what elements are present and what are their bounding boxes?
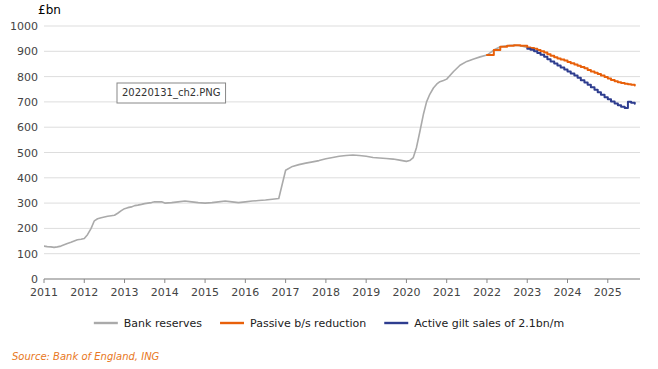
x-tick (607, 279, 608, 283)
y-tick-label: 800 (17, 71, 38, 84)
annotation-box (117, 83, 226, 103)
y-tick-label: 100 (17, 248, 38, 261)
legend-label: Passive b/s reduction (250, 317, 366, 330)
x-tick-label: 2011 (30, 286, 58, 299)
y-tick-label: 300 (17, 197, 38, 210)
y-tick-label: 0 (31, 273, 38, 286)
legend-swatch (94, 322, 118, 324)
chart: 0 100 200 300 400 500 600 700 800 900 1000 2011 2012… (0, 0, 658, 369)
y-tick-label: 600 (17, 121, 38, 134)
legend-item: Passive b/s reduction (220, 317, 366, 330)
series-line (527, 49, 635, 108)
grid-line (44, 279, 640, 280)
y-tick-label: 500 (17, 147, 38, 160)
y-grid (44, 26, 640, 279)
grid-line (44, 26, 640, 27)
legend-label: Active gilt sales of 2.1bn/m (414, 317, 564, 330)
y-tick-label: 400 (17, 172, 38, 185)
grid-line (44, 228, 640, 229)
x-tick (205, 279, 206, 283)
x-tick (567, 279, 568, 283)
series-line (44, 45, 527, 247)
legend-item: Active gilt sales of 2.1bn/m (384, 317, 564, 330)
y-tick-label: 1000 (10, 20, 38, 33)
x-tick (245, 279, 246, 283)
legend-item: Bank reserves (94, 317, 202, 330)
grid-line (44, 76, 640, 77)
grid-line (44, 152, 640, 153)
x-tick-label: 2021 (433, 286, 461, 299)
x-tick (285, 279, 286, 283)
x-axis-line (44, 279, 640, 280)
grid-line (44, 51, 640, 52)
x-tick-label: 2012 (70, 286, 98, 299)
x-tick (446, 279, 447, 283)
grid-line (44, 203, 640, 204)
x-tick-label: 2025 (594, 286, 622, 299)
x-tick (124, 279, 125, 283)
y-tick-label: 900 (17, 45, 38, 58)
x-tick-label: 2019 (352, 286, 380, 299)
legend-swatch (384, 322, 408, 324)
legend-label: Bank reserves (124, 317, 202, 330)
y-axis-label: £bn (38, 3, 61, 17)
x-tick (486, 279, 487, 283)
y-tick-label: 700 (17, 96, 38, 109)
x-tick-label: 2020 (392, 286, 420, 299)
x-tick (325, 279, 326, 283)
x-tick-label: 2013 (111, 286, 139, 299)
x-tick (406, 279, 407, 283)
legend-swatch (220, 322, 244, 324)
x-tick (164, 279, 165, 283)
x-tick-label: 2014 (151, 286, 179, 299)
legend: Bank reserves Passive b/s reduction Active… (94, 317, 564, 330)
x-tick (44, 279, 45, 283)
annotation: 20220131_ch2.PNG (122, 87, 221, 99)
x-tick-label: 2018 (312, 286, 340, 299)
watermark: 20220131_ch2.PNG (117, 83, 226, 103)
x-tick-label: 2022 (473, 286, 501, 299)
x-tick-label: 2023 (513, 286, 541, 299)
grid-line (44, 177, 640, 178)
source-note: Source: Bank of England, ING (12, 351, 160, 362)
grid-line (44, 253, 640, 254)
x-tick (84, 279, 85, 283)
x-tick-label: 2015 (191, 286, 219, 299)
x-tick-label: 2024 (554, 286, 582, 299)
x-tick (366, 279, 367, 283)
x-tick-label: 2017 (272, 286, 300, 299)
x-tick (527, 279, 528, 283)
x-tick-label: 2016 (231, 286, 259, 299)
grid-line (44, 127, 640, 128)
plot-area (44, 45, 635, 247)
y-tick-label: 200 (17, 222, 38, 235)
